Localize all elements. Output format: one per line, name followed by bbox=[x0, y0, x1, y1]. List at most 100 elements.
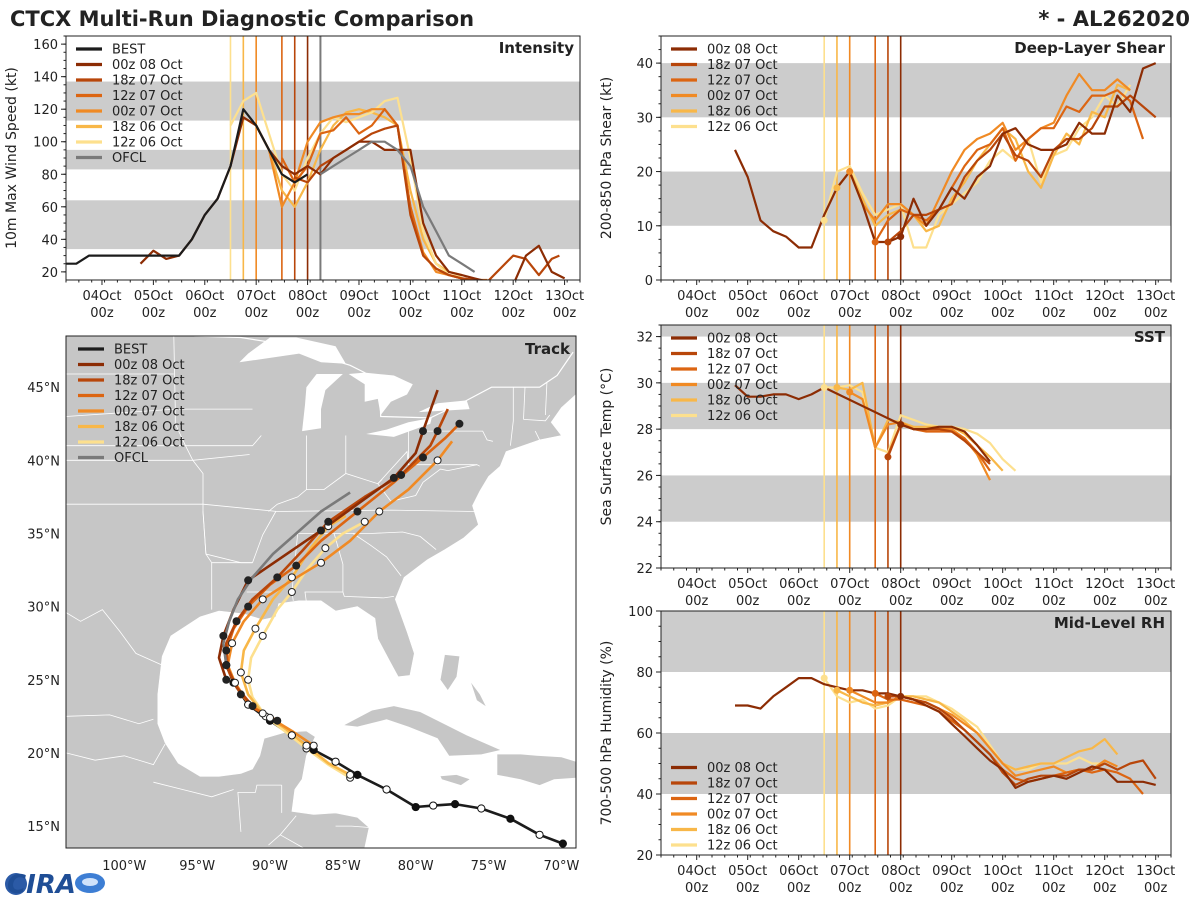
shear-xtick-sublabel: 00z bbox=[940, 306, 964, 321]
shear-init-marker-00z-08-oct bbox=[897, 233, 905, 241]
rh-xtick-label: 10Oct bbox=[983, 864, 1022, 879]
track-point-00z-08-oct bbox=[244, 576, 253, 585]
track-point-best bbox=[558, 839, 567, 848]
rh-xtick-label: 07Oct bbox=[830, 864, 869, 879]
sst-xtick-label: 11Oct bbox=[1034, 577, 1073, 592]
sst-init-marker-00z-08-oct bbox=[897, 421, 905, 429]
sst-xtick-label: 06Oct bbox=[779, 577, 818, 592]
sst-xtick-sublabel: 00z bbox=[1042, 594, 1066, 609]
intensity-legend-label-ofcl: OFCL bbox=[112, 151, 147, 166]
intensity-xtick-label: 07Oct bbox=[237, 289, 276, 304]
track-lon-label: 95°W bbox=[179, 859, 215, 874]
shear-series-00z-07-oct bbox=[848, 72, 1131, 227]
intensity-plot-area bbox=[66, 36, 580, 280]
intensity-xtick-label: 13Oct bbox=[545, 289, 584, 304]
intensity-legend-label-best: BEST bbox=[112, 43, 145, 58]
land-bahamas-east bbox=[471, 682, 486, 707]
track-point-18z-06-oct bbox=[251, 624, 260, 633]
rh-xtick-sublabel: 00z bbox=[991, 881, 1015, 896]
lake-huron bbox=[348, 372, 413, 415]
border-line-9 bbox=[252, 511, 277, 563]
shear-xtick-label: 13Oct bbox=[1136, 289, 1175, 304]
sst-ytick-label: 32 bbox=[636, 331, 653, 346]
rh-legend-label-18z-07-oct: 18z 07 Oct bbox=[707, 777, 778, 792]
track-point-18z-07-oct bbox=[273, 573, 282, 582]
track-point-00z-08-oct bbox=[219, 631, 228, 640]
sst-init-marker-12z-06-oct bbox=[820, 383, 828, 391]
track-point-12z-07-oct bbox=[419, 453, 427, 462]
shear-xtick-sublabel: 00z bbox=[1093, 306, 1117, 321]
sst-series-12z-07-oct bbox=[886, 423, 991, 472]
sst-ytick-label: 24 bbox=[636, 516, 653, 531]
intensity-ytick-label: 60 bbox=[41, 201, 58, 216]
track-legend-label-ofcl: OFCL bbox=[114, 451, 149, 466]
shear-xtick-label: 07Oct bbox=[830, 289, 869, 304]
sst-ylabel: Sea Surface Temp (°C) bbox=[599, 368, 615, 526]
border-line-33 bbox=[66, 743, 166, 766]
intensity-legend-label-00z-08-oct: 00z 08 Oct bbox=[112, 58, 183, 73]
track-point-18z-07-oct bbox=[222, 661, 231, 670]
shear-xtick-sublabel: 00z bbox=[1144, 306, 1168, 321]
shear-xtick-sublabel: 00z bbox=[787, 306, 811, 321]
intensity-xtick-sublabel: 00z bbox=[193, 306, 217, 321]
storm-id: * - AL262020 bbox=[1038, 7, 1190, 31]
track-point-best bbox=[411, 802, 420, 812]
intensity-xtick-label: 11Oct bbox=[442, 289, 481, 304]
sst-xtick-sublabel: 00z bbox=[736, 594, 760, 609]
rh-init-marker-12z-06-oct bbox=[820, 674, 828, 682]
rh-xtick-sublabel: 00z bbox=[736, 881, 760, 896]
sst-xtick-label: 12Oct bbox=[1085, 577, 1124, 592]
track-lon-label: 80°W bbox=[398, 859, 434, 874]
intensity-xtick-label: 08Oct bbox=[288, 289, 327, 304]
shear-legend-label-12z-07-oct: 12z 07 Oct bbox=[707, 74, 778, 89]
sst-init-marker-18z-07-oct bbox=[884, 453, 892, 461]
intensity-xtick-sublabel: 00z bbox=[450, 306, 474, 321]
track-point-best bbox=[535, 830, 544, 839]
rh-xtick-sublabel: 00z bbox=[1144, 881, 1168, 896]
track-point-best bbox=[382, 785, 391, 794]
sst-legend-label-12z-07-oct: 12z 07 Oct bbox=[707, 363, 778, 378]
rh-series-00z-08-oct bbox=[735, 676, 1156, 790]
rh-legend-label-12z-06-oct: 12z 06 Oct bbox=[707, 839, 778, 854]
track-point-00z-07-oct bbox=[317, 558, 325, 567]
track-lat-label: 15°N bbox=[27, 820, 60, 835]
sst-ytick-label: 26 bbox=[636, 469, 653, 484]
shear-xtick-label: 08Oct bbox=[881, 289, 920, 304]
shear-band-1 bbox=[661, 63, 1171, 118]
rh-init-marker-00z-07-oct bbox=[846, 686, 854, 694]
rh-xtick-label: 05Oct bbox=[728, 864, 767, 879]
sst-xtick-sublabel: 00z bbox=[1144, 594, 1168, 609]
border-line-35 bbox=[153, 781, 234, 798]
sst-xtick-sublabel: 00z bbox=[838, 594, 862, 609]
track-lon-label: 100°W bbox=[102, 859, 146, 874]
sst-xtick-label: 07Oct bbox=[830, 577, 869, 592]
track-point-12z-06-oct bbox=[287, 588, 296, 596]
intensity-panel: 20 40 60 80 100 120 140 160 04Oct 00z 05Oct 00z 06Oc… bbox=[4, 35, 584, 321]
rh-xtick-sublabel: 00z bbox=[1042, 881, 1066, 896]
sst-ytick-label: 22 bbox=[636, 562, 653, 577]
rh-ylabel: 700-500 hPa Humidity (%) bbox=[599, 641, 615, 826]
rh-series-18z-07-oct bbox=[888, 695, 1157, 787]
track-point-12z-07-oct bbox=[273, 716, 282, 725]
rh-band-1 bbox=[661, 611, 1171, 672]
track-point-12z-06-oct bbox=[321, 544, 330, 553]
rh-title: Mid-Level RH bbox=[1054, 614, 1165, 632]
track-point-12z-06-oct bbox=[258, 631, 267, 640]
border-line-23 bbox=[523, 414, 551, 422]
shear-legend-label-18z-06-oct: 18z 06 Oct bbox=[707, 105, 778, 120]
shear-xtick-label: 06Oct bbox=[779, 289, 818, 304]
track-point-00z-08-oct bbox=[419, 427, 427, 436]
rh-legend-label-00z-07-oct: 00z 07 Oct bbox=[707, 808, 778, 823]
sst-xtick-label: 09Oct bbox=[932, 577, 971, 592]
shear-xtick-label: 04Oct bbox=[677, 289, 716, 304]
rh-xtick-label: 09Oct bbox=[932, 864, 971, 879]
intensity-xtick-label: 09Oct bbox=[339, 289, 378, 304]
shear-ytick-label: 40 bbox=[636, 57, 653, 72]
sst-init-marker-00z-07-oct bbox=[846, 388, 854, 396]
logo-swirl-highlight bbox=[82, 878, 98, 886]
border-line-5 bbox=[173, 336, 213, 610]
rh-series-12z-07-oct bbox=[874, 692, 1144, 795]
sst-series-12z-06-oct bbox=[824, 384, 1017, 472]
shear-ytick-label: 10 bbox=[636, 220, 653, 235]
